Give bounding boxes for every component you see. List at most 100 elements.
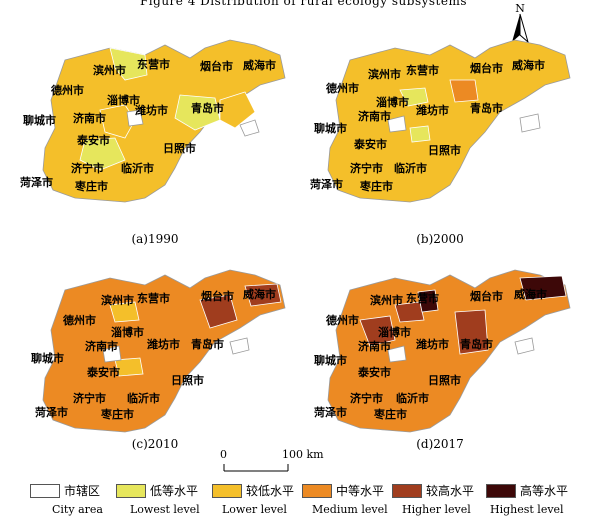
city-label-heze: 菏泽市 <box>20 176 53 189</box>
region-zibo <box>109 301 140 323</box>
scale-bar: 0 100 km <box>220 448 340 474</box>
legend: 市辖区 City area 低等水平 Lowest level 较低水平 Low… <box>0 480 607 523</box>
city-label-zibo: 淄博市 <box>376 96 409 109</box>
city-label-jining: 济宁市 <box>71 162 104 175</box>
city-label-liaocheng: 聊城市 <box>314 354 347 367</box>
city-label-dezhou: 德州市 <box>63 314 96 327</box>
map-2010-svg <box>42 269 286 433</box>
city-label-zibo: 淄博市 <box>111 326 144 339</box>
city-label-jining: 济宁市 <box>73 392 106 405</box>
city-label-jinan: 济南市 <box>73 112 106 125</box>
city-label-weihai: 威海市 <box>243 288 276 301</box>
map-panel-2010: 滨州市 东营市 烟台市 威海市 德州市 淄博市 潍坊市 青岛市 聊城市 济南市 … <box>15 250 315 500</box>
legend-swatch <box>30 484 60 498</box>
city-label-heze: 菏泽市 <box>35 406 68 419</box>
city-label-linyi: 临沂市 <box>394 162 427 175</box>
panel-caption: (b)2000 <box>416 232 464 246</box>
city-area-qingdao <box>519 113 541 133</box>
region-taian <box>409 125 431 143</box>
city-label-dongying: 东营市 <box>406 64 439 77</box>
legend-label-en: Highest level <box>490 503 564 516</box>
map-1990-svg <box>42 39 286 203</box>
city-area-jinan <box>387 345 407 363</box>
city-label-liaocheng: 聊城市 <box>23 114 56 127</box>
region-dongying <box>417 289 439 313</box>
city-label-weifang: 潍坊市 <box>147 338 180 351</box>
city-label-weifang: 潍坊市 <box>416 338 449 351</box>
city-label-linyi: 临沂市 <box>127 392 160 405</box>
map-2017-svg <box>327 269 571 433</box>
legend-label-en: Higher level <box>402 503 471 516</box>
scale-bar-graphic <box>223 464 289 472</box>
city-label-taian: 泰安市 <box>77 134 110 147</box>
city-label-liaocheng: 聊城市 <box>31 352 64 365</box>
legend-label-cn: 高等水平 <box>520 484 569 498</box>
city-label-binzhou: 滨州市 <box>370 294 403 307</box>
city-label-yantai: 烟台市 <box>201 290 234 303</box>
city-label-zibo: 淄博市 <box>107 94 140 107</box>
city-label-weihai: 威海市 <box>514 288 547 301</box>
city-label-weihai: 威海市 <box>512 59 545 72</box>
province-outline <box>327 269 571 433</box>
city-label-taian: 泰安市 <box>354 138 387 151</box>
city-label-jinan: 济南市 <box>358 340 391 353</box>
region-zibo <box>399 87 429 107</box>
city-label-rizhao: 日照市 <box>428 374 461 387</box>
city-label-liaocheng: 聊城市 <box>314 122 347 135</box>
panel-caption: (c)2010 <box>131 437 179 451</box>
city-label-jinan: 济南市 <box>85 340 118 353</box>
city-label-linyi: 临沂市 <box>121 162 154 175</box>
city-label-zibo: 淄博市 <box>378 326 411 339</box>
city-label-zaozhuang: 枣庄市 <box>101 408 134 421</box>
city-label-qingdao: 青岛市 <box>470 102 503 115</box>
city-label-dezhou: 德州市 <box>51 84 84 97</box>
north-arrow-icon: N <box>512 2 529 44</box>
legend-label-en: Lowest level <box>130 503 200 516</box>
city-label-weifang: 潍坊市 <box>416 104 449 117</box>
city-label-heze: 菏泽市 <box>310 178 343 191</box>
scale-max: 100 km <box>282 448 324 461</box>
legend-label-cn: 较低水平 <box>246 484 295 498</box>
map-2000-svg <box>327 39 571 203</box>
city-label-binzhou: 滨州市 <box>93 64 126 77</box>
city-area-jinan <box>126 109 144 127</box>
province-outline <box>327 39 571 203</box>
city-label-jinan: 济南市 <box>358 110 391 123</box>
legend-label-en: Lower level <box>222 503 287 516</box>
city-label-linyi: 临沂市 <box>396 392 429 405</box>
city-label-rizhao: 日照市 <box>171 374 204 387</box>
map-panel-2000: 滨州市 东营市 烟台市 威海市 德州市 淄博市 潍坊市 青岛市 聊城市 济南市 … <box>300 20 600 270</box>
region-qingdao <box>449 79 479 103</box>
region-qingdao <box>219 91 256 129</box>
city-label-binzhou: 滨州市 <box>368 68 401 81</box>
city-label-zaozhuang: 枣庄市 <box>360 180 393 193</box>
city-label-dongying: 东营市 <box>137 58 170 71</box>
legend-label-en: City area <box>52 503 103 516</box>
legend-swatch <box>116 484 146 498</box>
city-area-qingdao <box>239 119 260 137</box>
region-binzhou <box>109 47 148 81</box>
city-label-qingdao: 青岛市 <box>191 338 224 351</box>
city-label-yantai: 烟台市 <box>470 62 503 75</box>
city-label-yantai: 烟台市 <box>470 290 503 303</box>
city-label-qingdao: 青岛市 <box>191 102 224 115</box>
city-area-jinan <box>102 345 122 363</box>
city-area-jinan <box>387 115 407 133</box>
region-qingdao <box>454 309 489 355</box>
city-area-qingdao <box>514 337 535 355</box>
region-jinan <box>359 315 396 347</box>
city-label-dezhou: 德州市 <box>326 314 359 327</box>
panel-caption: (d)2017 <box>416 437 464 451</box>
region-zibo <box>394 301 425 323</box>
city-label-binzhou: 滨州市 <box>101 294 134 307</box>
city-label-dongying: 东营市 <box>406 292 439 305</box>
legend-swatch <box>212 484 242 498</box>
city-label-jining: 济宁市 <box>350 392 383 405</box>
region-linyi <box>114 357 144 377</box>
city-label-heze: 菏泽市 <box>314 406 347 419</box>
city-label-dongying: 东营市 <box>137 292 170 305</box>
city-label-qingdao: 青岛市 <box>460 338 493 351</box>
legend-label-cn: 市辖区 <box>64 484 101 498</box>
legend-swatch <box>392 484 422 498</box>
scale-zero: 0 <box>220 448 227 461</box>
